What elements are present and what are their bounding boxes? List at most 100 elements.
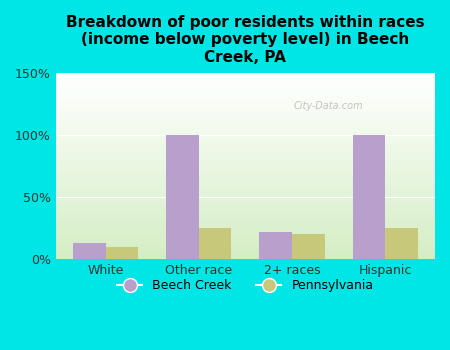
Bar — [56, 75, 435, 76]
Bar — [73, 243, 106, 259]
Bar — [56, 146, 435, 147]
Bar — [56, 181, 435, 182]
Bar — [56, 175, 435, 176]
Bar — [56, 186, 435, 187]
Bar — [56, 172, 435, 173]
Bar — [56, 150, 435, 151]
Bar — [56, 248, 435, 249]
Bar — [56, 236, 435, 237]
Bar — [56, 88, 435, 89]
Bar — [56, 139, 435, 140]
Bar — [56, 217, 435, 218]
Bar — [56, 191, 435, 192]
Bar — [56, 130, 435, 131]
Bar — [56, 151, 435, 152]
Bar — [56, 211, 435, 212]
Bar — [56, 106, 435, 107]
Bar — [56, 188, 435, 189]
Bar — [56, 90, 435, 91]
Bar — [56, 113, 435, 114]
Bar — [56, 254, 435, 255]
Bar — [56, 138, 435, 139]
Bar — [56, 242, 435, 243]
Bar — [56, 112, 435, 113]
Bar — [56, 87, 435, 88]
Bar — [56, 176, 435, 177]
Bar — [56, 136, 435, 137]
Bar — [56, 174, 435, 175]
Bar — [56, 159, 435, 160]
Bar — [56, 240, 435, 241]
Bar — [56, 243, 435, 244]
Bar — [56, 169, 435, 170]
Bar — [385, 228, 418, 259]
Bar — [56, 201, 435, 202]
Bar — [56, 164, 435, 165]
Bar — [56, 167, 435, 168]
Bar — [56, 94, 435, 95]
Bar — [56, 200, 435, 201]
Bar — [56, 153, 435, 154]
Bar — [56, 76, 435, 77]
Bar — [56, 193, 435, 194]
Bar — [56, 82, 435, 83]
Bar — [56, 226, 435, 227]
Bar — [56, 177, 435, 178]
Bar — [56, 83, 435, 84]
Bar — [56, 142, 435, 143]
Bar — [56, 183, 435, 184]
Bar — [56, 253, 435, 254]
Bar — [56, 132, 435, 133]
Bar — [56, 119, 435, 120]
Bar — [56, 160, 435, 161]
Bar — [56, 227, 435, 228]
Bar — [56, 124, 435, 125]
Bar — [56, 237, 435, 238]
Bar — [56, 121, 435, 122]
Bar — [56, 212, 435, 213]
Bar — [56, 239, 435, 240]
Bar — [56, 78, 435, 79]
Bar — [56, 192, 435, 193]
Bar — [56, 111, 435, 112]
Bar — [56, 214, 435, 215]
Bar — [56, 104, 435, 105]
Bar — [56, 235, 435, 236]
Bar — [56, 95, 435, 96]
Bar — [56, 199, 435, 200]
Bar — [56, 190, 435, 191]
Bar — [56, 204, 435, 205]
Bar — [56, 155, 435, 156]
Bar — [56, 158, 435, 159]
Bar — [56, 232, 435, 233]
Bar — [56, 135, 435, 136]
Bar — [56, 256, 435, 257]
Bar — [56, 215, 435, 216]
Bar — [56, 249, 435, 250]
Bar — [56, 116, 435, 117]
Bar — [56, 245, 435, 246]
Bar — [56, 179, 435, 180]
Bar — [56, 93, 435, 94]
Bar — [56, 216, 435, 217]
Bar — [56, 92, 435, 93]
Title: Breakdown of poor residents within races
(income below poverty level) in Beech
C: Breakdown of poor residents within races… — [66, 15, 425, 65]
Bar — [56, 220, 435, 221]
Bar — [56, 74, 435, 75]
Bar — [56, 162, 435, 163]
Bar — [56, 246, 435, 247]
Bar — [56, 154, 435, 155]
Bar — [56, 144, 435, 145]
Bar — [56, 100, 435, 101]
Bar — [56, 221, 435, 222]
Bar — [56, 219, 435, 220]
Bar — [56, 109, 435, 110]
Bar — [56, 140, 435, 141]
Bar — [56, 134, 435, 135]
Bar — [56, 233, 435, 235]
Bar — [56, 168, 435, 169]
Bar — [56, 229, 435, 230]
Bar — [56, 79, 435, 80]
Bar — [56, 115, 435, 116]
Bar — [56, 77, 435, 78]
